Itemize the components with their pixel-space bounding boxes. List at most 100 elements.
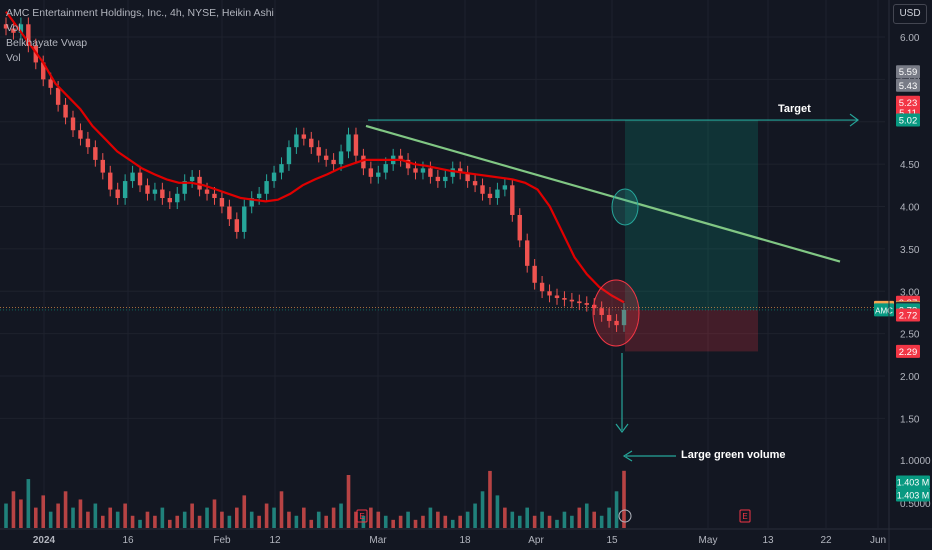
price-tick-label: 3.00: [900, 287, 920, 298]
candle-body: [175, 193, 180, 203]
candle-body: [212, 193, 217, 199]
volume-bar: [249, 511, 254, 528]
earnings-marker-label: E: [742, 512, 747, 521]
legend-vwap: Belkhayate Vwap: [6, 37, 88, 49]
vwap-line: [5, 10, 625, 304]
candle-body: [569, 299, 575, 302]
volume-bar: [592, 511, 597, 528]
volume-bar: [212, 499, 217, 528]
volume-bar: [242, 495, 247, 528]
candle-body: [108, 172, 113, 190]
volume-bar: [354, 511, 358, 528]
volume-bar: [450, 519, 455, 528]
volume-bar: [123, 503, 127, 528]
candle-body: [227, 206, 232, 220]
price-label: 5.23: [899, 98, 918, 109]
candle-body: [309, 138, 314, 148]
time-tick-label: 2024: [33, 535, 56, 546]
candle-body: [383, 164, 388, 173]
volume-label: 1.403 M: [897, 491, 930, 501]
earnings-marker: [739, 509, 751, 523]
candle-body: [346, 134, 351, 152]
volume-bar: [93, 503, 98, 528]
volume-bar: [205, 507, 209, 528]
volume-bar: [458, 515, 462, 528]
volume-bar: [145, 511, 150, 528]
legend-vol: Vol: [6, 22, 21, 34]
candle-body: [63, 104, 68, 118]
volume-bar: [532, 515, 537, 528]
volume-bar: [383, 515, 388, 528]
volume-bar: [130, 515, 135, 528]
time-tick-label: 22: [820, 535, 832, 546]
candle-body: [435, 176, 441, 182]
candle-body: [428, 168, 433, 177]
volume-bar: [443, 515, 448, 528]
volume-bar: [168, 519, 172, 528]
currency-button[interactable]: USD: [893, 4, 927, 24]
candle-body: [204, 189, 210, 194]
profit-zone: [625, 120, 758, 310]
price-label: 2.29: [899, 347, 918, 358]
candle-body: [271, 172, 277, 182]
price-label: 5.11: [899, 108, 917, 119]
volume-bar: [48, 511, 53, 528]
price-tick-label: 4.50: [900, 160, 920, 171]
volume-bar: [182, 511, 187, 528]
candle-body: [338, 151, 344, 165]
target-arrow-head: [849, 113, 859, 127]
time-tick-label: Mar: [369, 535, 387, 546]
volume-bar: [480, 491, 485, 528]
volume-note-arrow: [622, 450, 633, 462]
candle-body: [137, 172, 143, 186]
price-tick-label: 3.50: [900, 245, 920, 256]
volume-bar: [584, 503, 589, 528]
candle-body: [525, 240, 530, 266]
candle-body: [353, 134, 359, 156]
candle-body: [495, 189, 500, 199]
volume-bar: [175, 515, 180, 528]
volume-bar: [614, 491, 619, 528]
candle-body: [621, 309, 627, 326]
volume-bar: [413, 519, 418, 528]
candle-body: [331, 159, 336, 165]
volume-bar: [570, 515, 574, 528]
candle-body: [279, 164, 284, 173]
time-tick-label: Apr: [528, 535, 544, 546]
candle-body: [18, 24, 24, 33]
candle-body: [152, 189, 158, 194]
volume-bar: [488, 470, 492, 528]
volume-bar: [599, 515, 604, 528]
volume-bar: [78, 499, 83, 528]
time-tick-label: May: [699, 535, 718, 546]
candle-body: [532, 265, 537, 283]
volume-bar: [540, 511, 544, 528]
volume-bar: [197, 515, 202, 528]
volume-bar: [108, 507, 113, 528]
volume-bar: [555, 519, 559, 528]
price-label-box: [896, 113, 920, 127]
volume-bar: [11, 491, 16, 528]
volume-bar: [257, 515, 261, 528]
volume-bar: [547, 515, 552, 528]
candle-body: [562, 298, 567, 300]
candle-body: [122, 181, 128, 199]
candle-body: [599, 308, 604, 315]
volume-bar: [235, 507, 239, 528]
candle-body: [26, 24, 31, 46]
volume-bar: [517, 515, 522, 528]
volume-bar: [562, 511, 567, 528]
volume-bar: [436, 511, 440, 528]
price-tick-label: 1.0000: [900, 456, 931, 467]
volume-bar: [86, 511, 90, 528]
candle-body: [286, 147, 292, 165]
candle-body: [100, 159, 105, 173]
earnings-marker: [356, 509, 368, 523]
volume-bar: [346, 474, 351, 528]
volume-bar: [309, 519, 314, 528]
volume-bar: [115, 511, 120, 528]
time-tick-label: Feb: [213, 535, 231, 546]
candle-body: [11, 28, 16, 33]
candle-body: [294, 134, 299, 148]
